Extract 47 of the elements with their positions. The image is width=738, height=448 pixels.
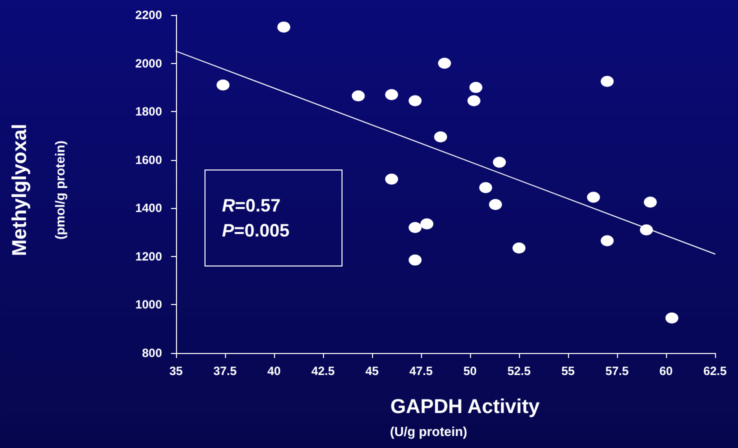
point xyxy=(644,196,657,208)
y-tick-label: 2000 xyxy=(135,56,162,70)
point xyxy=(469,82,482,93)
x-tick-label: 35 xyxy=(169,364,183,378)
y-tick-label: 1400 xyxy=(135,201,162,216)
point xyxy=(408,254,422,266)
x-tick-label: 37.5 xyxy=(213,364,237,378)
point xyxy=(467,95,480,106)
point xyxy=(600,235,614,246)
y-tick-label: 2200 xyxy=(135,8,162,22)
annotation: P=0.005 xyxy=(222,220,290,240)
point xyxy=(665,312,678,324)
point xyxy=(352,90,365,102)
x-tick-label: 42.5 xyxy=(311,364,335,378)
point xyxy=(492,156,506,168)
point xyxy=(600,76,614,87)
y-tick-label: 1600 xyxy=(135,152,162,167)
point xyxy=(277,22,290,33)
point xyxy=(385,174,398,185)
x-tick-label: 45 xyxy=(365,364,379,378)
x-tick-label: 60 xyxy=(659,364,673,378)
x-tick-label: 47.5 xyxy=(409,364,433,378)
point xyxy=(438,58,452,69)
y-tick-label: 1200 xyxy=(135,249,162,264)
point xyxy=(216,80,230,91)
x-tick-label: 62.5 xyxy=(703,364,727,378)
x-tick-label: 50 xyxy=(463,364,477,378)
y-tick-label: 800 xyxy=(142,346,162,360)
x-axis-title: GAPDH Activity (U/g protein) xyxy=(390,396,541,439)
y-tick-label: 1000 xyxy=(135,298,162,312)
y-axis-title: Methylglyoxal (pmol/g protein) xyxy=(9,124,68,256)
point xyxy=(512,242,526,254)
y-tick-label: 1800 xyxy=(135,104,162,119)
x-tick-label: 57.5 xyxy=(605,364,629,378)
point xyxy=(640,224,653,236)
x-tick-label: 40 xyxy=(267,364,281,378)
point xyxy=(420,218,434,230)
point xyxy=(408,95,422,106)
point xyxy=(488,199,502,210)
point xyxy=(434,131,448,142)
annotation: R=0.57 xyxy=(222,196,281,216)
point xyxy=(586,192,600,203)
point xyxy=(408,222,422,233)
x-tick-label: 55 xyxy=(561,364,575,378)
point xyxy=(385,89,398,100)
x-tick-label: 52.5 xyxy=(507,364,531,378)
point xyxy=(479,182,492,194)
